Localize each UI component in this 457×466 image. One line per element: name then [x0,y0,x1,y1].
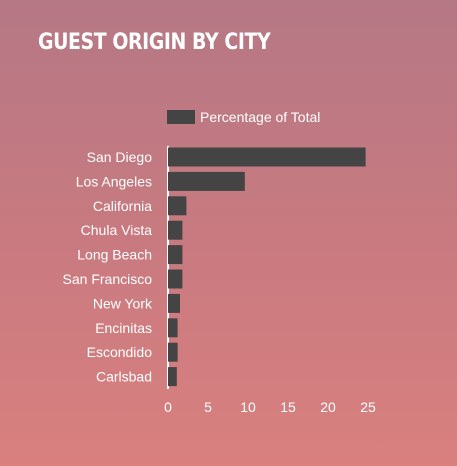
category-label: Los Angeles [76,173,152,189]
category-label: San Diego [87,149,153,165]
category-label: Encinitas [95,320,152,336]
category-label: California [93,198,152,214]
x-tick-label: 15 [280,399,296,415]
bar-los-angeles [168,171,245,191]
category-label: New York [93,295,153,311]
category-label: Carlsbad [96,369,152,385]
x-tick-label: 25 [360,399,376,415]
bar-carlsbad [168,367,177,387]
category-label: Chula Vista [81,222,153,238]
x-tick-label: 20 [320,399,336,415]
legend: Percentage of Total [167,109,320,125]
bar-encinitas [168,318,178,338]
category-label: San Francisco [63,271,153,287]
bar-new-york [168,293,180,313]
x-tick-label: 10 [240,399,256,415]
bar-san-diego [168,147,366,167]
bar-san-francisco [168,269,183,289]
bar-chula-vista [168,220,183,240]
legend-swatch [167,110,195,124]
bar-california [168,196,187,216]
category-label: Escondido [87,344,153,360]
chart-title: GUEST ORIGIN BY CITY [38,30,271,55]
x-tick-label: 5 [204,399,212,415]
x-tick-label: 0 [164,399,172,415]
bar-escondido [168,342,178,362]
category-label: Long Beach [77,247,152,263]
bar-long-beach [168,245,183,265]
legend-label: Percentage of Total [200,109,320,125]
